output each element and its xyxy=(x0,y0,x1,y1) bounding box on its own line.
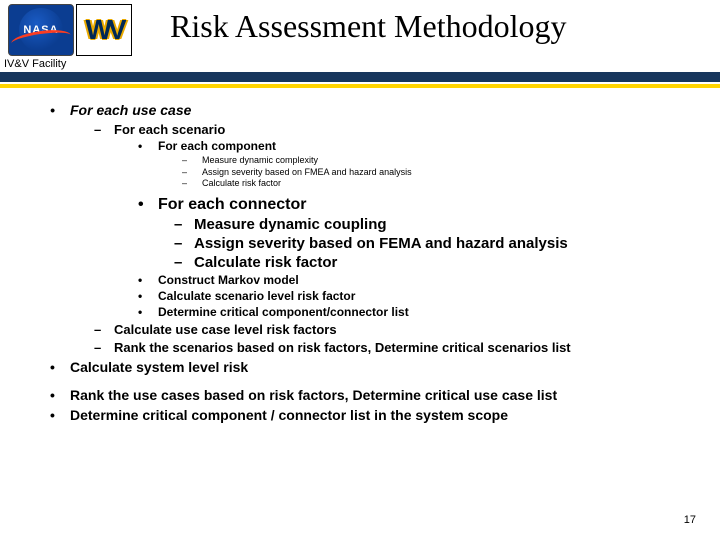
wvu-logo-text: WV xyxy=(85,14,122,46)
bullet-level1: •Rank the use cases based on risk factor… xyxy=(50,387,690,403)
text: Measure dynamic complexity xyxy=(202,155,318,165)
text: For each use case xyxy=(70,102,191,118)
bullet-level3: •Calculate scenario level risk factor xyxy=(138,289,690,303)
text: Construct Markov model xyxy=(158,273,299,287)
text: Determine critical component / connector… xyxy=(70,407,508,423)
slide-content: •For each use case –For each scenario •F… xyxy=(50,96,690,425)
text: Rank the scenarios based on risk factors… xyxy=(114,340,571,355)
bullet-level2: –Rank the scenarios based on risk factor… xyxy=(94,340,690,355)
bullet-level1: •Calculate system level risk xyxy=(50,359,690,375)
nasa-logo: NASA xyxy=(8,4,74,56)
bullet-level3-large: •For each connector xyxy=(138,196,690,214)
text: Calculate risk factor xyxy=(194,254,337,271)
bullet-level4-large: –Assign severity based on FEMA and hazar… xyxy=(174,235,690,252)
text: Measure dynamic coupling xyxy=(194,216,387,233)
text: For each scenario xyxy=(114,122,225,137)
page-number: 17 xyxy=(684,514,696,526)
logo-group: NASA WV xyxy=(8,4,132,56)
bullet-level3: •Construct Markov model xyxy=(138,273,690,287)
bullet-level2: –Calculate use case level risk factors xyxy=(94,322,690,337)
rule-blue xyxy=(0,72,720,82)
slide: NASA WV IV&V Facility Risk Assessment Me… xyxy=(0,0,720,540)
text: Assign severity based on FEMA and hazard… xyxy=(194,235,568,252)
bullet-level3: •Determine critical component/connector … xyxy=(138,305,690,319)
text: Calculate risk factor xyxy=(202,178,281,188)
bullet-level4: –Calculate risk factor xyxy=(182,178,690,190)
spacer xyxy=(50,377,690,383)
bullet-level4: –Assign severity based on FMEA and hazar… xyxy=(182,167,690,179)
bullet-level4-large: –Measure dynamic coupling xyxy=(174,216,690,233)
bullet-level3: •For each component xyxy=(138,139,690,153)
text: Rank the use cases based on risk factors… xyxy=(70,387,557,403)
bullet-level1: •Determine critical component / connecto… xyxy=(50,407,690,423)
slide-header: NASA WV IV&V Facility Risk Assessment Me… xyxy=(0,0,720,78)
text: Assign severity based on FMEA and hazard… xyxy=(202,167,412,177)
facility-label: IV&V Facility xyxy=(4,58,66,70)
bullet-level4: –Measure dynamic complexity xyxy=(182,155,690,167)
bullet-level4-large: –Calculate risk factor xyxy=(174,254,690,271)
header-rule xyxy=(0,72,720,88)
bullet-level1: •For each use case xyxy=(50,102,690,118)
wvu-logo: WV xyxy=(76,4,132,56)
text: Calculate use case level risk factors xyxy=(114,322,337,337)
text: For each connector xyxy=(158,196,306,213)
text: Calculate scenario level risk factor xyxy=(158,289,355,303)
text: Calculate system level risk xyxy=(70,359,248,375)
slide-title: Risk Assessment Methodology xyxy=(170,8,566,45)
rule-yellow xyxy=(0,84,720,88)
text: Determine critical component/connector l… xyxy=(158,305,409,319)
bullet-level2: –For each scenario xyxy=(94,122,690,137)
text: For each component xyxy=(158,139,276,153)
